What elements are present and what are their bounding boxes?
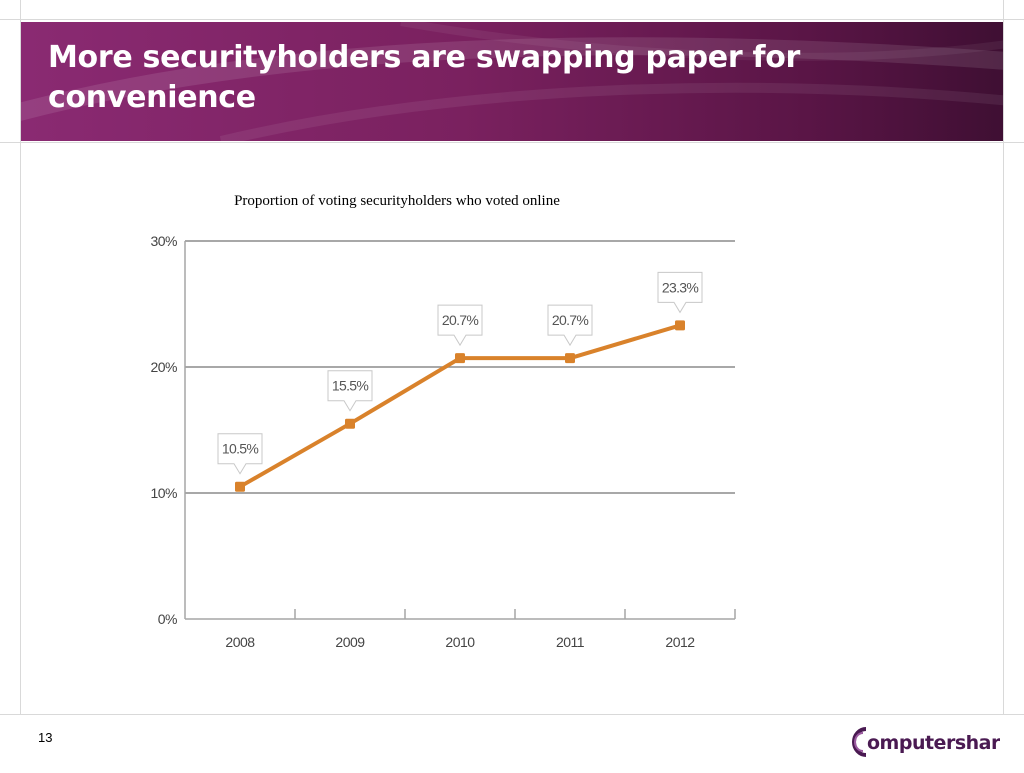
data-label-callout: 15.5% [327,370,373,412]
y-tick-label: 0% [158,611,177,627]
frame-left-line [20,0,21,715]
title-band: More securityholders are swapping paper … [21,22,1003,141]
data-point [235,481,245,492]
x-tick-label: 2011 [556,634,585,650]
x-tick-label: 2008 [225,634,255,650]
data-label-callout: 23.3% [657,271,703,314]
callout-box [217,433,263,475]
callout-box [547,304,593,347]
callout-box [657,271,703,314]
data-label-callout: 20.7% [547,304,593,347]
frame-mid-line [0,142,1024,143]
data-label: 20.7% [552,312,588,328]
data-label: 15.5% [332,378,368,394]
x-tick-label: 2012 [665,634,695,650]
chart-title: Proportion of voting securityholders who… [234,193,560,209]
data-label: 20.7% [442,312,478,328]
callout-box [327,370,373,412]
data-label: 10.5% [222,441,258,457]
title-band-swoosh [21,22,1003,141]
series-line [239,323,681,489]
logo-wordmark: omputershare [867,732,1000,754]
data-point [455,353,465,364]
data-label: 23.3% [662,279,698,295]
data-label-callout: 20.7% [437,304,483,347]
data-label-callout: 10.5% [217,433,263,475]
frame-top-line [0,19,1024,20]
callout-box [437,304,483,347]
frame-right-line [1003,0,1004,715]
computershare-logo: omputershare [852,727,1000,757]
data-point [565,353,575,364]
slide-title: More securityholders are swapping paper … [48,40,801,115]
x-tick-label: 2009 [335,634,365,650]
frame-bottom-line [0,714,1024,715]
slide-number: 13 [38,730,53,745]
data-point [345,418,355,429]
y-tick-label: 10% [150,485,177,501]
x-tick-label: 2010 [445,634,475,650]
y-tick-label: 20% [150,359,177,375]
y-tick-label: 30% [150,233,177,249]
data-point [675,320,685,331]
